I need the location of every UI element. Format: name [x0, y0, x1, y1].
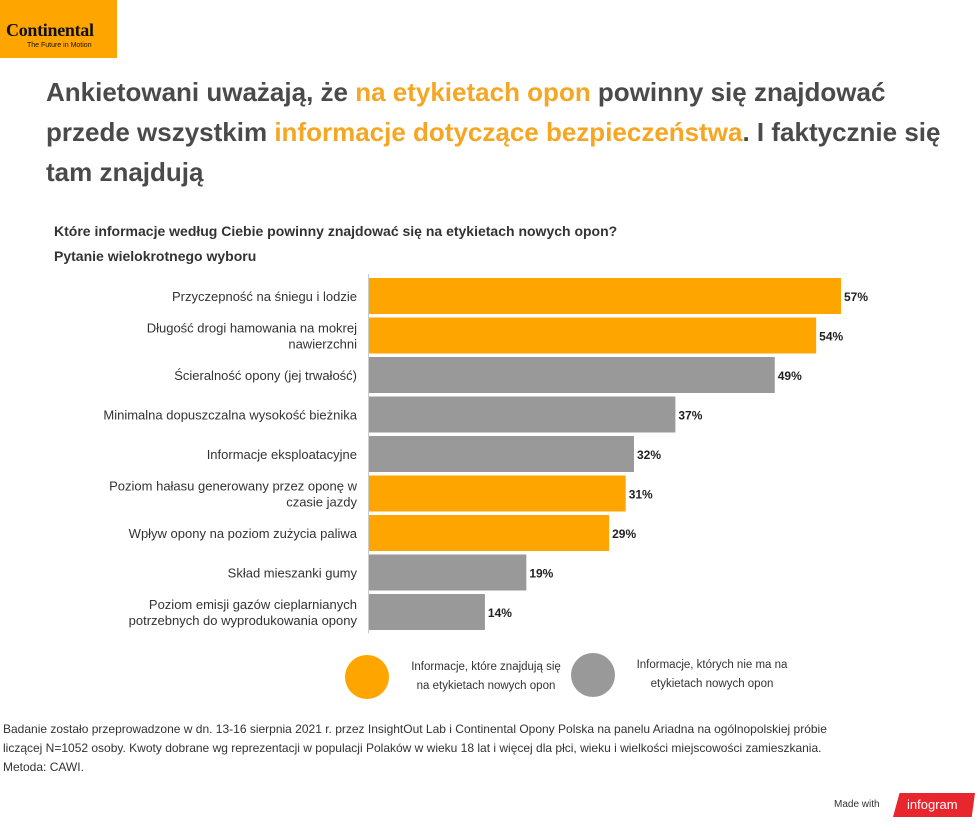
bar — [369, 554, 527, 591]
bar — [369, 278, 841, 314]
category-label: nawierzchni — [288, 337, 357, 352]
legend-item-on-label: Informacje, które znajdują się na etykie… — [345, 655, 571, 699]
bar — [369, 515, 610, 551]
bar-value-label: 49% — [778, 369, 802, 383]
methodology-footnote: Badanie zostało przeprowadzone w dn. 13-… — [3, 720, 963, 777]
footnote-line3: Metoda: CAWI. — [3, 760, 84, 774]
category-label: Przyczepność na śniegu i lodzie — [172, 289, 357, 304]
footnote-line1: Badanie zostało przeprowadzone w dn. 13-… — [3, 722, 827, 736]
bar — [369, 357, 775, 393]
legend-label-on-label: Informacje, które znajdują się na etykie… — [401, 658, 571, 696]
legend-label-line: Informacje, których nie ma na — [636, 659, 788, 671]
chart-question: Które informacje według Ciebie powinny z… — [54, 219, 754, 269]
headline-part2: powinny się znajdować przede wszystkim — [46, 77, 886, 147]
bar-value-label: 19% — [529, 567, 553, 581]
bar — [369, 594, 485, 630]
bar-value-label: 54% — [819, 330, 843, 344]
logo-tagline: The Future in Motion — [27, 42, 92, 49]
legend-label-line: Informacje, które znajdują się — [411, 661, 561, 673]
category-label: Wpływ opony na poziom zużycia paliwa — [129, 526, 358, 541]
bar-chart: 57% Przyczepność na śniegu i lodzie 54% Dłu… — [103, 274, 868, 634]
bar-value-label: 29% — [612, 527, 636, 541]
bar — [369, 475, 626, 512]
category-label: Informacje eksploatacyjne — [207, 447, 357, 462]
question-line1: Które informacje według Ciebie powinny z… — [54, 223, 618, 239]
question-line2: Pytanie wielokrotnego wyboru — [54, 248, 257, 264]
bar-value-label: 57% — [844, 290, 868, 304]
headline-part3: . I faktycznie się tam znajdują — [46, 117, 941, 187]
category-label: Poziom hałasu generowany przez oponę w — [109, 479, 357, 494]
infogram-badge[interactable]: infogram — [893, 793, 975, 817]
infogram-logo-text: infogram — [907, 797, 958, 812]
bar-value-label: 37% — [678, 409, 702, 423]
bar-value-label: 32% — [637, 448, 661, 462]
legend-label-line: na etykietach nowych opon — [416, 680, 556, 692]
legend-label-line: etykietach nowych opon — [650, 678, 774, 690]
category-label: Długość drogi hamowania na mokrej — [147, 321, 357, 336]
headline-highlight2: informacje dotyczące bezpieczeństwa — [274, 117, 743, 147]
category-label: potrzebnych do wyprodukowania opony — [129, 613, 358, 628]
category-label: Minimalna dopuszczalna wysokość bieżnika — [103, 408, 357, 423]
bar — [369, 436, 634, 472]
made-with-text: Made with — [834, 799, 880, 810]
footnote-line2: liczącej N=1052 osoby. Kwoty dobrane wg … — [3, 741, 822, 755]
bar-value-label: 14% — [488, 606, 512, 620]
category-label: Ścieralność opony (jej trwałość) — [174, 368, 357, 383]
bar-value-label: 31% — [629, 488, 653, 502]
headline-part1: Ankietowani uważają, że — [46, 77, 356, 107]
headline-highlight1: na etykietach opon — [355, 77, 591, 107]
logo-brand: Continental — [6, 20, 94, 40]
legend-label-not-on-label: Informacje, których nie ma na etykietach… — [627, 656, 797, 694]
legend-swatch-on-label — [345, 655, 389, 699]
category-label: Poziom emisji gazów cieplarnianych — [149, 597, 357, 612]
legend-item-not-on-label: Informacje, których nie ma na etykietach… — [571, 653, 797, 697]
continental-logo: Continental The Future in Motion — [0, 0, 117, 58]
legend-swatch-not-on-label — [571, 653, 615, 697]
bar — [369, 317, 817, 354]
category-label: czasie jazdy — [286, 495, 357, 510]
bar — [369, 396, 676, 433]
category-label: Skład mieszanki gumy — [228, 566, 358, 581]
headline: Ankietowani uważają, że na etykietach op… — [46, 72, 966, 192]
